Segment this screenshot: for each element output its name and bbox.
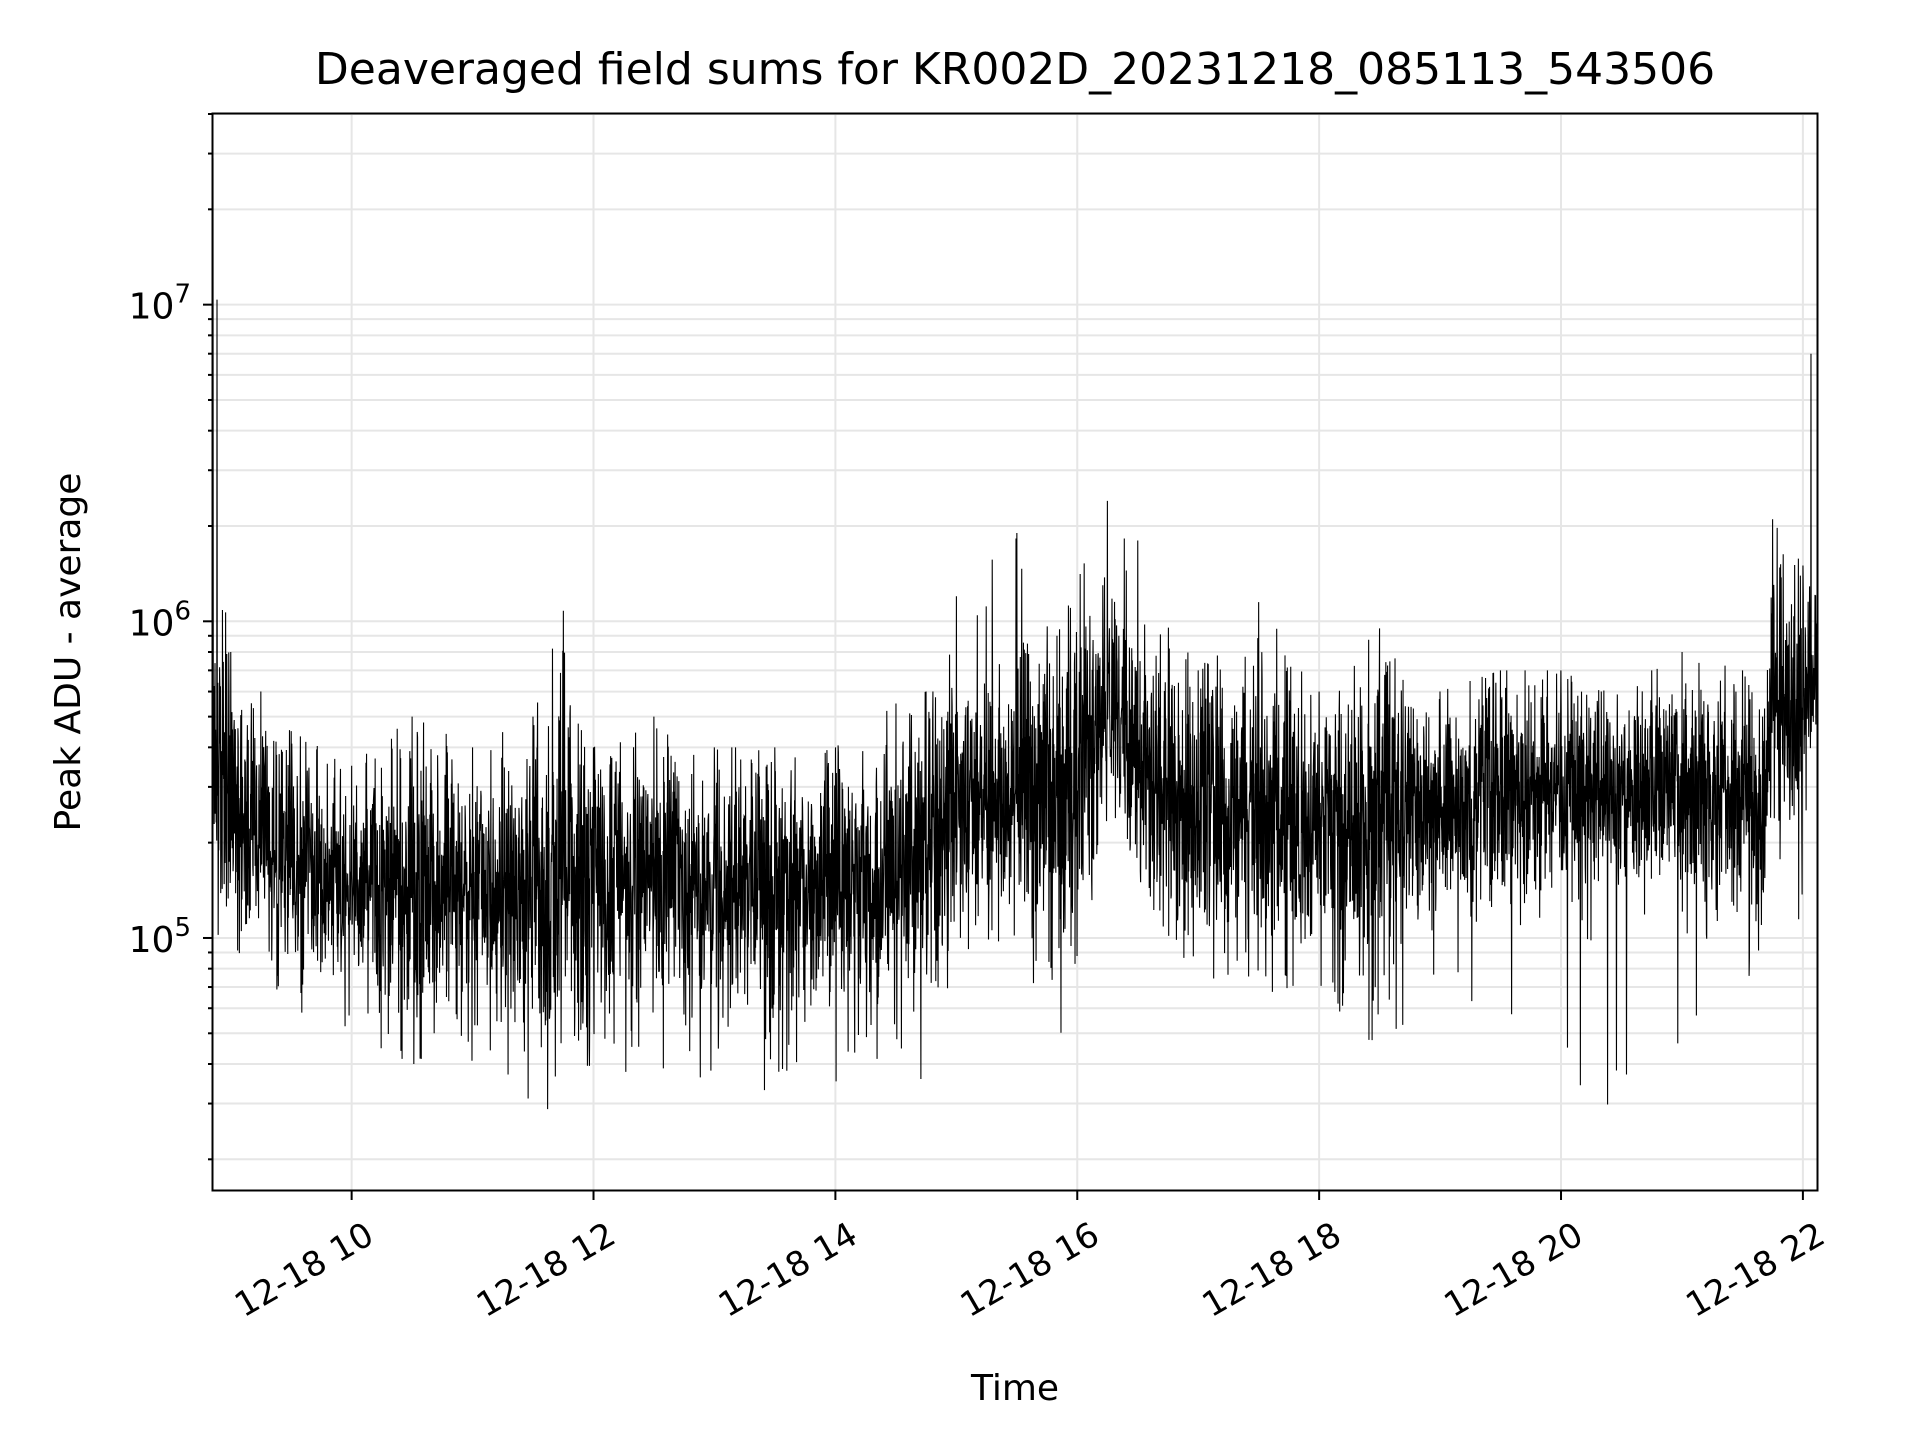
y-tick-label-base: 10 (129, 603, 175, 644)
y-axis-label: Peak ADU - average (48, 473, 89, 832)
y-tick-label: 107 (129, 280, 191, 328)
y-tick-label: 106 (129, 596, 191, 644)
grid-layer (213, 113, 1817, 1190)
chart-title: Deaveraged field sums for KR002D_2023121… (315, 44, 1715, 95)
y-tick-label-exponent: 5 (174, 913, 191, 943)
y-tick-label-exponent: 6 (174, 596, 191, 626)
y-tick-label: 105 (129, 913, 191, 961)
y-tick-label-base: 10 (129, 920, 175, 961)
y-tick-label-exponent: 7 (174, 280, 191, 310)
plot-area (213, 158, 1817, 1110)
x-axis-label: Time (970, 1368, 1059, 1409)
series-layer (213, 158, 1817, 1110)
series-line (213, 158, 1817, 1110)
y-tick-label-base: 10 (129, 287, 175, 328)
